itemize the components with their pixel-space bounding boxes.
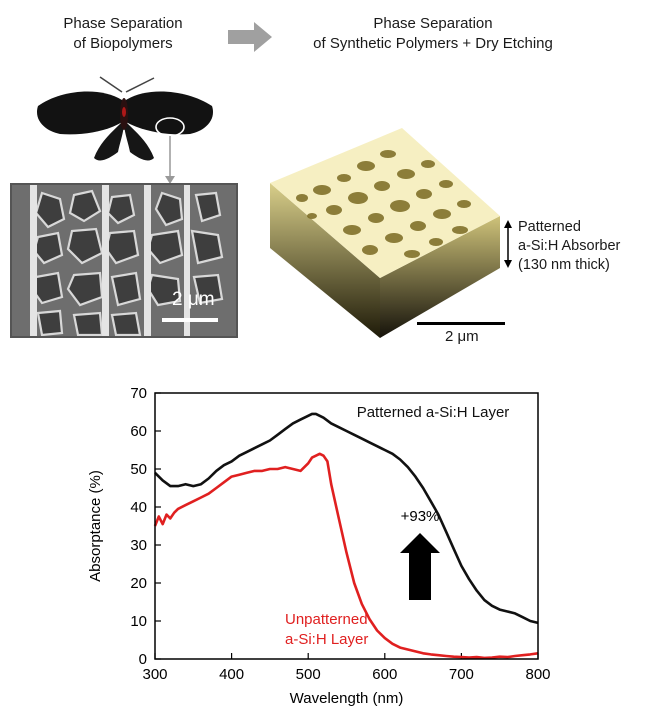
series-label: a-Si:H Layer xyxy=(285,631,368,648)
absorptance-chart: 300 400 500 600 700 800 0 10 20 30 40 50 60 70 Patter… xyxy=(87,385,551,707)
series-label: Unpatterned xyxy=(285,611,368,628)
afm-top-face xyxy=(270,128,500,278)
improvement-arrow xyxy=(400,533,440,600)
y-tick-label: 30 xyxy=(130,537,147,554)
x-tick-label: 800 xyxy=(525,666,550,683)
improvement-annotation: +93% xyxy=(401,508,440,525)
y-tick-label: 20 xyxy=(130,575,147,592)
afm-label-line2: a-Si:H Absorber xyxy=(518,238,621,254)
series-line-patterned xyxy=(154,412,539,625)
y-tick-label: 70 xyxy=(130,385,147,402)
series-label: Patterned a-Si:H Layer xyxy=(357,404,510,421)
y-tick-label: 40 xyxy=(130,499,147,516)
right-title-line2: of Synthetic Polymers + Dry Etching xyxy=(313,35,553,52)
x-tick-label: 500 xyxy=(296,666,321,683)
sem-scale-label: 2 μm xyxy=(172,289,215,310)
left-title-line1: Phase Separation xyxy=(63,15,183,32)
y-tick-label: 50 xyxy=(130,461,147,478)
left-panel-title: Phase Separation of Biopolymers xyxy=(28,14,218,54)
afm-label-line3: (130 nm thick) xyxy=(518,257,610,273)
y-axis-label: Absorptance (%) xyxy=(87,470,104,582)
down-arrow-icon xyxy=(504,260,512,268)
y-tick-label: 60 xyxy=(130,423,147,440)
afm-image xyxy=(270,128,512,338)
right-arrow-icon xyxy=(228,22,272,52)
afm-label: Patterned a-Si:H Absorber (130 nm thick) xyxy=(518,218,620,275)
afm-scale-bar xyxy=(417,322,505,325)
right-panel-title: Phase Separation of Synthetic Polymers +… xyxy=(268,14,598,54)
up-arrow-icon xyxy=(504,220,512,228)
y-tick-label: 10 xyxy=(130,613,147,630)
afm-right-face xyxy=(380,216,500,338)
afm-left-face xyxy=(270,183,380,338)
afm-label-line1: Patterned xyxy=(518,219,581,235)
y-tick-label: 0 xyxy=(139,651,147,668)
afm-scale-label: 2 μm xyxy=(445,328,479,345)
x-tick-label: 600 xyxy=(372,666,397,683)
x-tick-label: 400 xyxy=(219,666,244,683)
plot-frame xyxy=(154,392,539,660)
sem-micrograph: 2 μm xyxy=(10,183,238,338)
x-tick-label: 700 xyxy=(449,666,474,683)
sem-texture xyxy=(12,185,236,336)
left-title-line2: of Biopolymers xyxy=(73,35,173,52)
x-axis-label: Wavelength (nm) xyxy=(290,690,404,707)
butterfly-image xyxy=(36,76,214,184)
up-arrow-icon xyxy=(400,533,440,600)
right-title-line1: Phase Separation xyxy=(373,15,493,32)
series-line-unpatterned xyxy=(153,452,539,660)
x-tick-label: 300 xyxy=(142,666,167,683)
sem-scale-bar xyxy=(162,318,218,322)
